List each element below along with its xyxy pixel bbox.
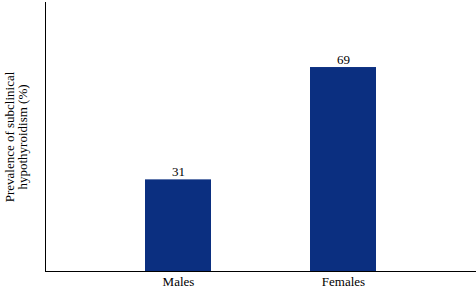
svg-text:Males: Males xyxy=(163,274,195,289)
svg-text:69: 69 xyxy=(337,52,350,67)
svg-text:Prevalence of subclinicalhypot: Prevalence of subclinicalhypothyroidism … xyxy=(2,71,30,202)
svg-text:Females: Females xyxy=(322,274,365,289)
svg-text:31: 31 xyxy=(172,164,185,179)
